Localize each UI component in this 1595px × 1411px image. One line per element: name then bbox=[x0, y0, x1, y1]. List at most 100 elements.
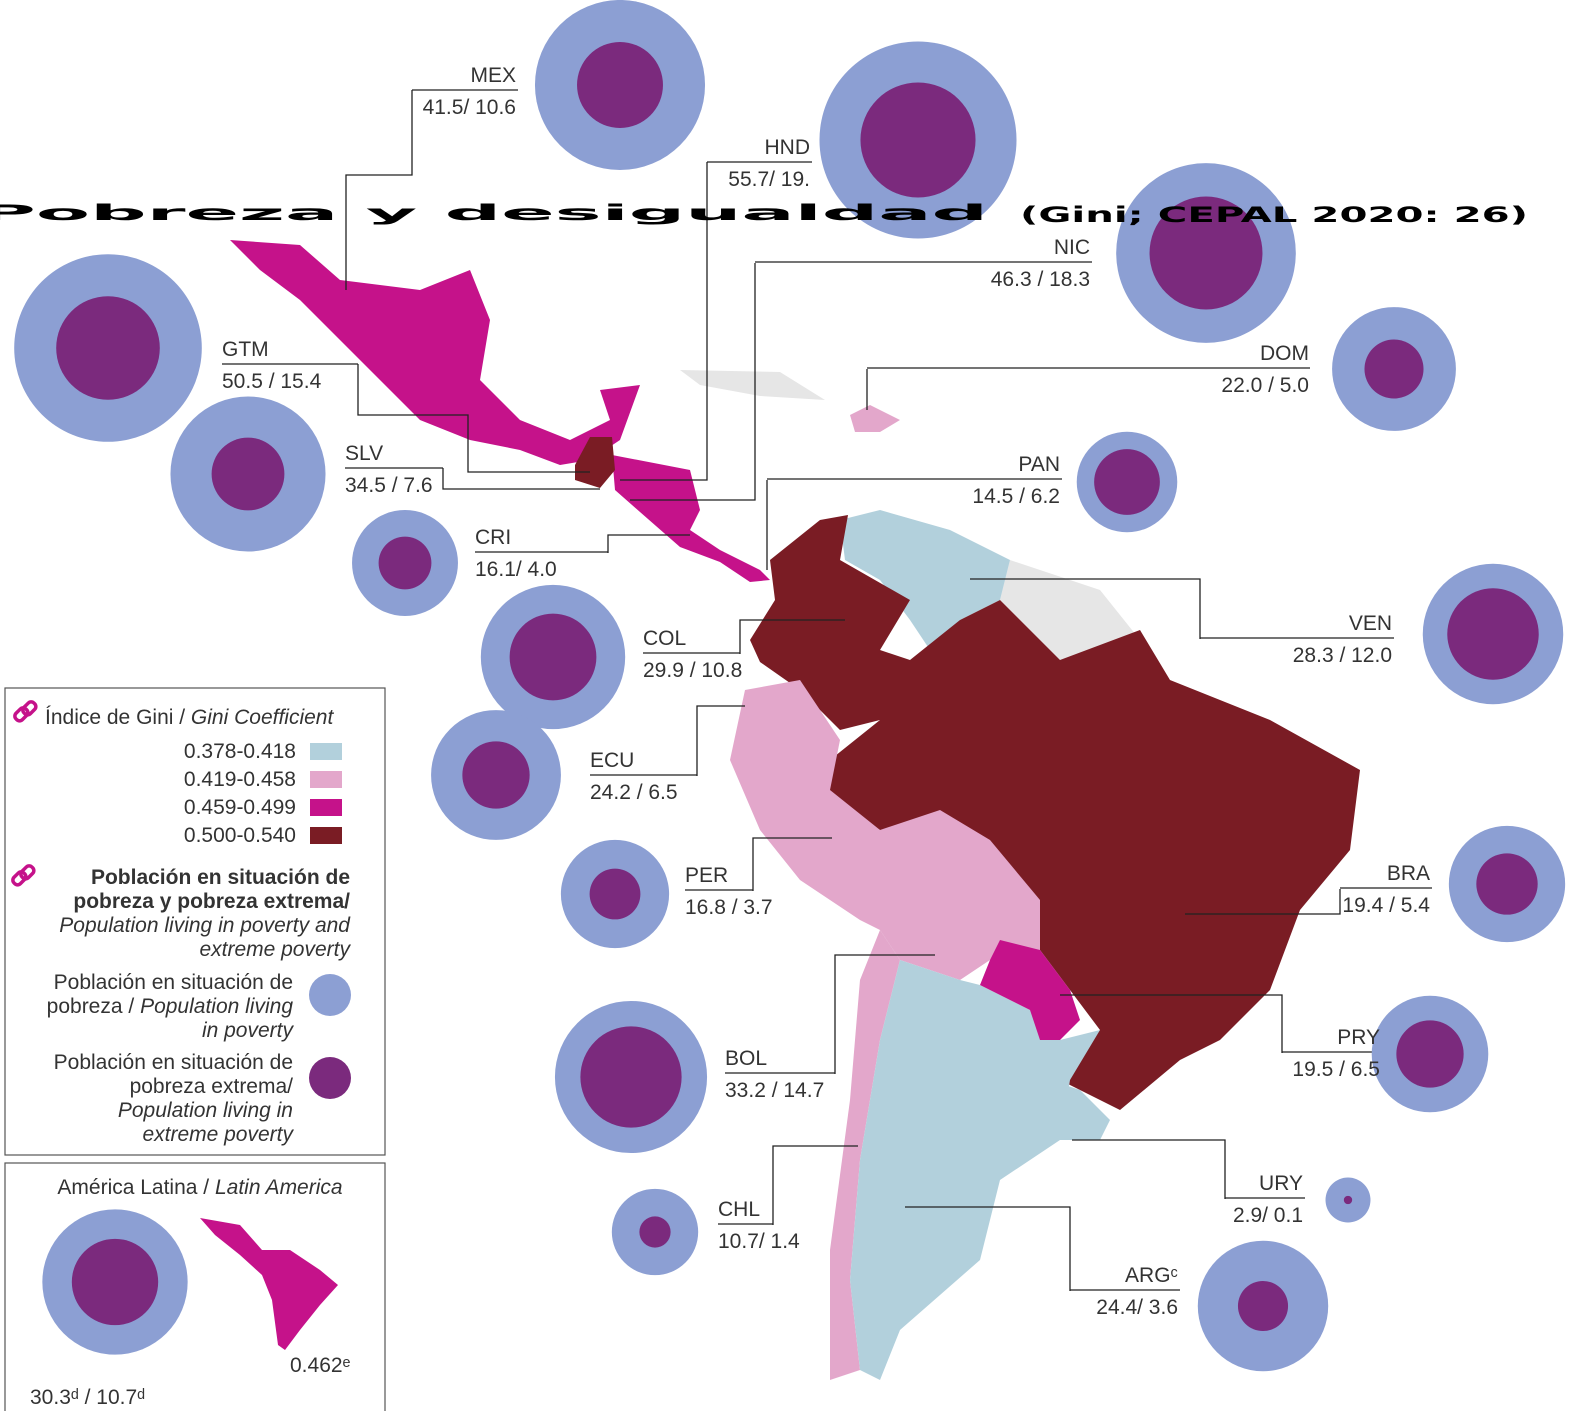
legend-poverty-symbol bbox=[309, 974, 351, 1016]
country-value: 50.5 / 15.4 bbox=[222, 370, 322, 393]
leader-line bbox=[696, 705, 745, 776]
inset-title: América Latina / Latin America bbox=[57, 1176, 342, 1199]
poverty-item-text-part: Población en situación de bbox=[54, 971, 293, 994]
country-code: ECU bbox=[590, 749, 634, 772]
country-code: VEN bbox=[1349, 612, 1392, 635]
extreme-poverty-circle bbox=[1476, 853, 1538, 915]
legend-extreme-symbol bbox=[309, 1057, 351, 1099]
country-value: 16.1/ 4.0 bbox=[475, 558, 557, 581]
extreme-item-text-part: pobreza extrema/ bbox=[130, 1075, 294, 1098]
country-value: 55.7/ 19. bbox=[728, 168, 810, 191]
country-code: URY bbox=[1259, 1172, 1303, 1195]
country-value: 2.9/ 0.1 bbox=[1233, 1204, 1303, 1227]
country-value: 41.5/ 10.6 bbox=[423, 96, 516, 119]
leader-line bbox=[345, 90, 413, 290]
gini-swatch bbox=[310, 743, 342, 760]
extreme-item-text-part: extreme poverty bbox=[142, 1123, 294, 1146]
country-code: NIC bbox=[1054, 236, 1090, 259]
poverty-title-text: Población en situación de bbox=[91, 866, 350, 889]
country-code: ARGᶜ bbox=[1125, 1264, 1178, 1287]
extreme-poverty-circle bbox=[1447, 588, 1539, 680]
gini-legend-title-part: Índice de Gini / bbox=[45, 706, 191, 729]
ecuador-peru bbox=[730, 680, 900, 930]
gini-swatch bbox=[310, 771, 342, 788]
country-code: PER bbox=[685, 864, 728, 887]
extreme-item-text-part: Population living in bbox=[118, 1099, 293, 1122]
extreme-poverty-circle bbox=[509, 613, 597, 701]
brazil bbox=[830, 600, 1360, 1110]
leader-line bbox=[834, 954, 935, 1074]
extreme-item-text-part: Población en situación de bbox=[54, 1051, 293, 1074]
mexico bbox=[230, 240, 640, 465]
poverty-item-text-part: in poverty bbox=[202, 1019, 295, 1042]
page-subtitle: (Gini; CEPAL 2020: 26) bbox=[1020, 203, 1528, 227]
country-value: 19.4 / 5.4 bbox=[1342, 894, 1430, 917]
poverty-title-text: Population living in poverty and bbox=[59, 914, 351, 937]
extreme-poverty-circle bbox=[1364, 339, 1424, 399]
gini-legend-title: Índice de Gini / Gini Coefficient bbox=[45, 706, 334, 729]
extreme-poverty-circle bbox=[71, 1238, 159, 1326]
country-code: COL bbox=[643, 627, 686, 650]
gini-class-label: 0.459-0.499 bbox=[184, 796, 296, 819]
dominican-republic bbox=[850, 405, 900, 432]
extreme-poverty-circle bbox=[378, 536, 432, 590]
extreme-poverty-circle bbox=[1396, 1020, 1464, 1088]
poverty-title-text-part: extreme poverty bbox=[199, 938, 351, 961]
uruguay bbox=[1040, 1080, 1110, 1140]
inset-gini: 0.462ᵉ bbox=[290, 1354, 351, 1377]
leader-line bbox=[607, 534, 690, 553]
extreme-poverty-circle bbox=[462, 741, 530, 809]
leader-line bbox=[739, 619, 845, 654]
poverty-title-text: extreme poverty bbox=[199, 938, 351, 961]
inset-map bbox=[200, 1218, 338, 1350]
inset-title-part: América Latina / bbox=[57, 1176, 215, 1199]
poverty-item-text: pobreza / Population living bbox=[47, 995, 294, 1018]
extreme-poverty-circle bbox=[56, 296, 160, 400]
colombia bbox=[750, 515, 910, 730]
leader-line bbox=[1072, 1139, 1226, 1199]
poverty-item-text-part: Population living bbox=[140, 995, 293, 1018]
inset-title-part: Latin America bbox=[215, 1176, 343, 1199]
extreme-poverty-circle bbox=[589, 868, 641, 920]
gini-legend-title-part: Gini Coefficient bbox=[191, 706, 335, 729]
country-value: 10.7/ 1.4 bbox=[718, 1230, 800, 1253]
paraguay bbox=[980, 940, 1080, 1040]
extreme-poverty-circle bbox=[211, 437, 285, 511]
poverty-item-text-part: pobreza / bbox=[47, 995, 140, 1018]
guatemala bbox=[575, 437, 615, 488]
country-code: DOM bbox=[1260, 342, 1309, 365]
link-icon bbox=[11, 700, 38, 887]
extreme-item-text: pobreza extrema/ bbox=[130, 1075, 294, 1098]
map bbox=[230, 240, 1360, 1380]
poverty-item-text: Población en situación de bbox=[54, 971, 293, 994]
extreme-poverty-circle bbox=[577, 42, 663, 128]
page-title: Pobreza y desigualdad bbox=[0, 201, 988, 225]
caribbean bbox=[680, 370, 825, 400]
argentina bbox=[850, 960, 1100, 1380]
country-value: 33.2 / 14.7 bbox=[725, 1079, 824, 1102]
country-code: CHL bbox=[718, 1198, 760, 1221]
leader-line bbox=[620, 162, 708, 481]
leader-line bbox=[630, 263, 756, 501]
gini-swatch bbox=[310, 827, 342, 844]
country-value: 29.9 / 10.8 bbox=[643, 659, 742, 682]
country-value: 28.3 / 12.0 bbox=[1293, 644, 1392, 667]
venezuela bbox=[840, 510, 1010, 665]
country-value: 34.5 / 7.6 bbox=[345, 474, 433, 497]
poverty-title-text-part: pobreza y pobreza extrema/ bbox=[73, 890, 350, 913]
country-code: SLV bbox=[345, 442, 383, 465]
poverty-title-text: pobreza y pobreza extrema/ bbox=[73, 890, 350, 913]
country-value: 46.3 / 18.3 bbox=[991, 268, 1090, 291]
country-code: HND bbox=[765, 136, 811, 159]
poverty-title-text-part: Population living in poverty and bbox=[59, 914, 351, 937]
poverty-title-text-part: Población en situación de bbox=[91, 866, 350, 889]
country-value: 14.5 / 6.2 bbox=[972, 485, 1060, 508]
country-code: BOL bbox=[725, 1047, 767, 1070]
extreme-poverty-circle bbox=[1094, 449, 1160, 515]
leader-line bbox=[752, 837, 832, 891]
gini-swatch bbox=[310, 799, 342, 816]
leader-line bbox=[1060, 994, 1283, 1053]
gini-class-label: 0.500-0.540 bbox=[184, 824, 296, 847]
central-america bbox=[612, 455, 770, 582]
